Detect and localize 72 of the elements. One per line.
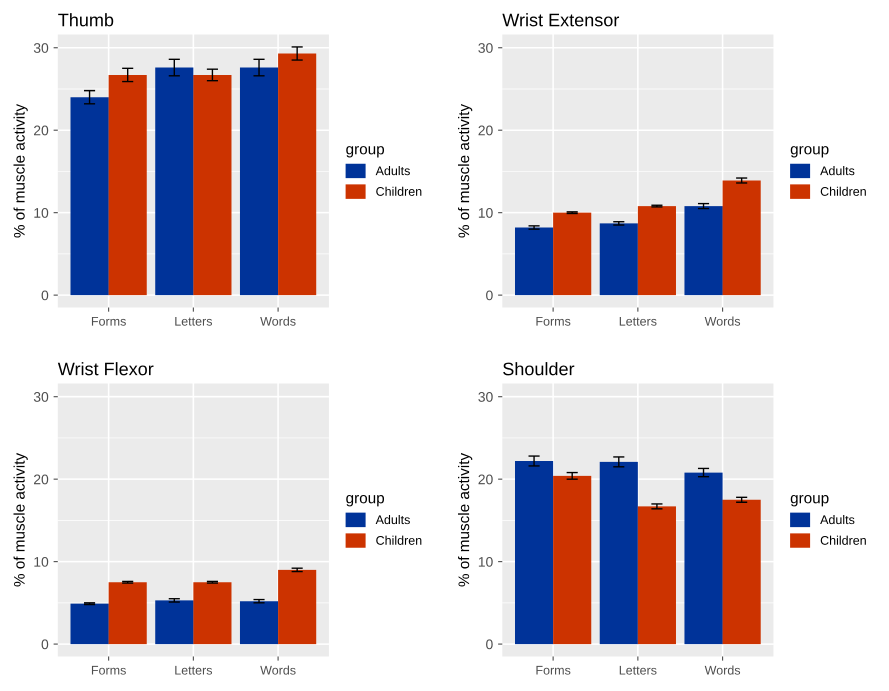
y-tick-label: 30 (478, 392, 493, 402)
y-tick-label: 30 (34, 43, 48, 53)
bar (240, 601, 278, 644)
bar (155, 600, 194, 644)
y-tick-label: 10 (478, 556, 493, 567)
y-axis-title: % of muscle activity (458, 104, 472, 238)
x-tick-label: Words (704, 665, 740, 675)
legend-label: Children (820, 536, 866, 545)
bar (108, 582, 147, 644)
y-tick-label: 10 (34, 556, 48, 567)
x-tick-label: Letters (620, 316, 657, 326)
bar (684, 472, 723, 644)
legend-title: group (346, 146, 384, 158)
legend-title: group (790, 146, 829, 158)
y-axis-title: % of muscle activity (14, 452, 28, 587)
chart-title: Wrist Extensor (502, 13, 620, 26)
legend-label: Children (820, 186, 866, 196)
bar (553, 212, 592, 296)
y-tick-label: 0 (486, 639, 493, 650)
y-tick-label: 20 (34, 126, 48, 136)
bar (722, 180, 761, 296)
legend-label: Adults (820, 166, 854, 176)
x-tick-label: Letters (175, 316, 212, 326)
bar (155, 68, 194, 296)
bar (514, 461, 554, 644)
legend-label: Adults (376, 166, 410, 176)
bar (108, 74, 147, 296)
legend-label: Adults (820, 514, 854, 524)
y-axis-title: % of muscle activity (14, 104, 28, 238)
x-tick-label: Letters (620, 666, 657, 675)
x-tick-label: Forms (92, 666, 126, 675)
bar (278, 570, 316, 644)
bar (553, 476, 592, 644)
bar (600, 223, 638, 296)
bar (722, 500, 761, 644)
legend-label: Children (376, 186, 422, 196)
bar (278, 54, 316, 296)
bar (514, 228, 554, 296)
bar (193, 74, 232, 296)
y-tick-label: 0 (42, 639, 48, 650)
y-tick-label: 20 (478, 126, 493, 136)
bar (684, 206, 723, 296)
x-tick-label: Words (260, 665, 296, 675)
y-axis-title: % of muscle activity (458, 452, 472, 587)
y-tick-label: 0 (42, 290, 48, 300)
bar (638, 206, 676, 296)
bar (600, 462, 638, 644)
y-tick-label: 20 (478, 474, 493, 484)
bar (638, 506, 676, 644)
x-tick-label: Forms (92, 316, 126, 326)
x-tick-label: Words (704, 316, 740, 326)
y-tick-label: 30 (478, 43, 493, 53)
x-tick-label: Forms (536, 666, 570, 675)
bar (70, 97, 109, 296)
y-tick-label: 20 (34, 474, 48, 484)
y-tick-label: 10 (34, 208, 48, 218)
chart-title: Shoulder (503, 362, 574, 376)
y-tick-label: 0 (486, 290, 493, 300)
legend-label: Children (376, 536, 422, 545)
y-tick-label: 10 (478, 208, 493, 218)
chart-title: Wrist Flexor (58, 362, 154, 376)
legend-label: Adults (376, 514, 410, 524)
legend-title: group (346, 495, 384, 506)
x-tick-label: Forms (536, 316, 570, 326)
bar (240, 68, 278, 296)
chart-title: Thumb (58, 13, 114, 26)
bar (193, 582, 232, 644)
bar (70, 604, 109, 644)
y-tick-label: 30 (34, 392, 48, 402)
x-tick-label: Letters (175, 666, 212, 675)
x-tick-label: Words (260, 316, 296, 326)
legend-title: group (790, 495, 829, 506)
